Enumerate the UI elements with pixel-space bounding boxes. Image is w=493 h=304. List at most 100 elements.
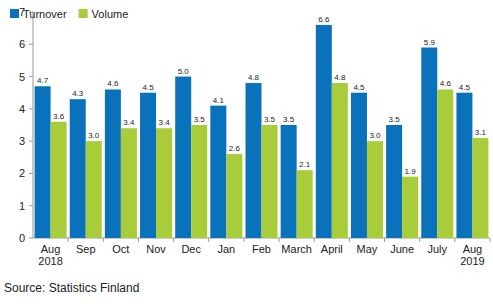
x-tick-label-line: 2018 (38, 255, 62, 267)
y-axis (33, 12, 34, 238)
x-tick-label: June (390, 243, 414, 255)
x-tick-label-line: Sep (76, 243, 96, 255)
x-tick-label: Aug2018 (38, 243, 62, 267)
bar (472, 138, 488, 238)
x-tick (208, 238, 209, 242)
x-tick-label: Feb (252, 243, 271, 255)
x-tick-label: April (321, 243, 343, 255)
x-tick-label-line: 2019 (460, 255, 484, 267)
bar (140, 93, 156, 238)
data-label: 2.6 (229, 144, 241, 153)
data-label: 4.5 (353, 83, 365, 92)
x-tick-label-line: Aug (463, 243, 483, 255)
y-tick (29, 205, 33, 206)
data-label: 4.5 (459, 83, 471, 92)
x-tick-label-line: May (357, 243, 378, 255)
data-label: 3.4 (123, 118, 135, 127)
data-label: 4.8 (248, 73, 260, 82)
source: Source: Statistics Finland (4, 281, 139, 295)
data-label: 2.1 (299, 160, 311, 169)
bar (175, 77, 191, 238)
x-tick-label: July (427, 243, 447, 255)
chart: 012345674.74.34.64.55.04.14.83.56.64.53.… (0, 0, 493, 304)
bar (246, 83, 262, 238)
y-tick (29, 238, 33, 239)
legend-entry: Volume (79, 8, 129, 20)
data-label: 4.1 (213, 96, 225, 105)
x-tick (314, 238, 315, 242)
bar (70, 99, 86, 238)
x-tick-label-line: Dec (181, 243, 201, 255)
data-label: 3.5 (283, 115, 295, 124)
bar (51, 122, 67, 238)
data-label: 4.6 (107, 79, 119, 88)
bar (367, 141, 383, 238)
x-tick-label-line: July (427, 243, 447, 255)
x-tick (279, 238, 280, 242)
x-tick-label: Sep (76, 243, 96, 255)
legend-swatch (79, 9, 88, 18)
x-tick-label-line: Nov (146, 243, 166, 255)
x-tick-label-line: June (390, 243, 414, 255)
y-tick-label: 4 (19, 103, 25, 115)
data-label: 3.0 (88, 131, 100, 140)
data-label: 3.5 (194, 115, 206, 124)
data-label: 5.9 (424, 38, 436, 47)
y-tick-label: 5 (19, 71, 25, 83)
y-tick (29, 108, 33, 109)
x-tick-label: Jan (217, 243, 235, 255)
x-tick-label: Nov (146, 243, 166, 255)
y-tick (29, 173, 33, 174)
data-label: 4.8 (334, 73, 346, 82)
x-tick (173, 238, 174, 242)
bar (437, 89, 453, 238)
data-label: 3.1 (475, 128, 487, 137)
x-tick (454, 238, 455, 242)
bar (421, 48, 437, 238)
y-tick (29, 76, 33, 77)
legend-label: Turnover (23, 8, 67, 20)
bar (316, 25, 332, 238)
x-tick (243, 238, 244, 242)
y-tick-label: 0 (19, 232, 25, 244)
data-label: 1.9 (405, 167, 417, 176)
data-labels: 4.74.34.64.55.04.14.83.56.64.53.55.94.53… (37, 15, 487, 176)
x-tick (138, 238, 139, 242)
y-tick (29, 141, 33, 142)
bar (35, 86, 51, 238)
x-tick-label-line: Oct (112, 243, 129, 255)
data-label: 4.5 (142, 83, 154, 92)
x-tick (349, 238, 350, 242)
bar (262, 125, 278, 238)
x-tick (68, 238, 69, 242)
bar (86, 141, 102, 238)
bar (332, 83, 348, 238)
bar (191, 125, 207, 238)
y-tick-label: 1 (19, 200, 25, 212)
x-tick-label-line: Jan (217, 243, 235, 255)
bar (281, 125, 297, 238)
data-label: 4.3 (72, 89, 84, 98)
bar (156, 128, 172, 238)
x-tick-label: May (357, 243, 378, 255)
data-label: 5.0 (178, 67, 190, 76)
x-tick (490, 238, 491, 242)
data-label: 3.5 (264, 115, 276, 124)
y-tick-label: 3 (19, 135, 25, 147)
x-tick-label-line: April (321, 243, 343, 255)
bar (105, 89, 121, 238)
bars (35, 25, 489, 238)
data-label: 3.0 (369, 131, 381, 140)
bar (121, 128, 137, 238)
bar (226, 154, 242, 238)
data-label: 4.6 (440, 79, 452, 88)
data-label: 6.6 (318, 15, 330, 24)
x-tick-label-line: Aug (41, 243, 61, 255)
x-tick-label: Aug2019 (460, 243, 484, 267)
x-tick (419, 238, 420, 242)
bar (351, 93, 367, 238)
bar (297, 170, 313, 238)
data-label: 3.4 (158, 118, 170, 127)
legend-swatch (10, 9, 19, 18)
legend-entry: Turnover (10, 8, 67, 20)
